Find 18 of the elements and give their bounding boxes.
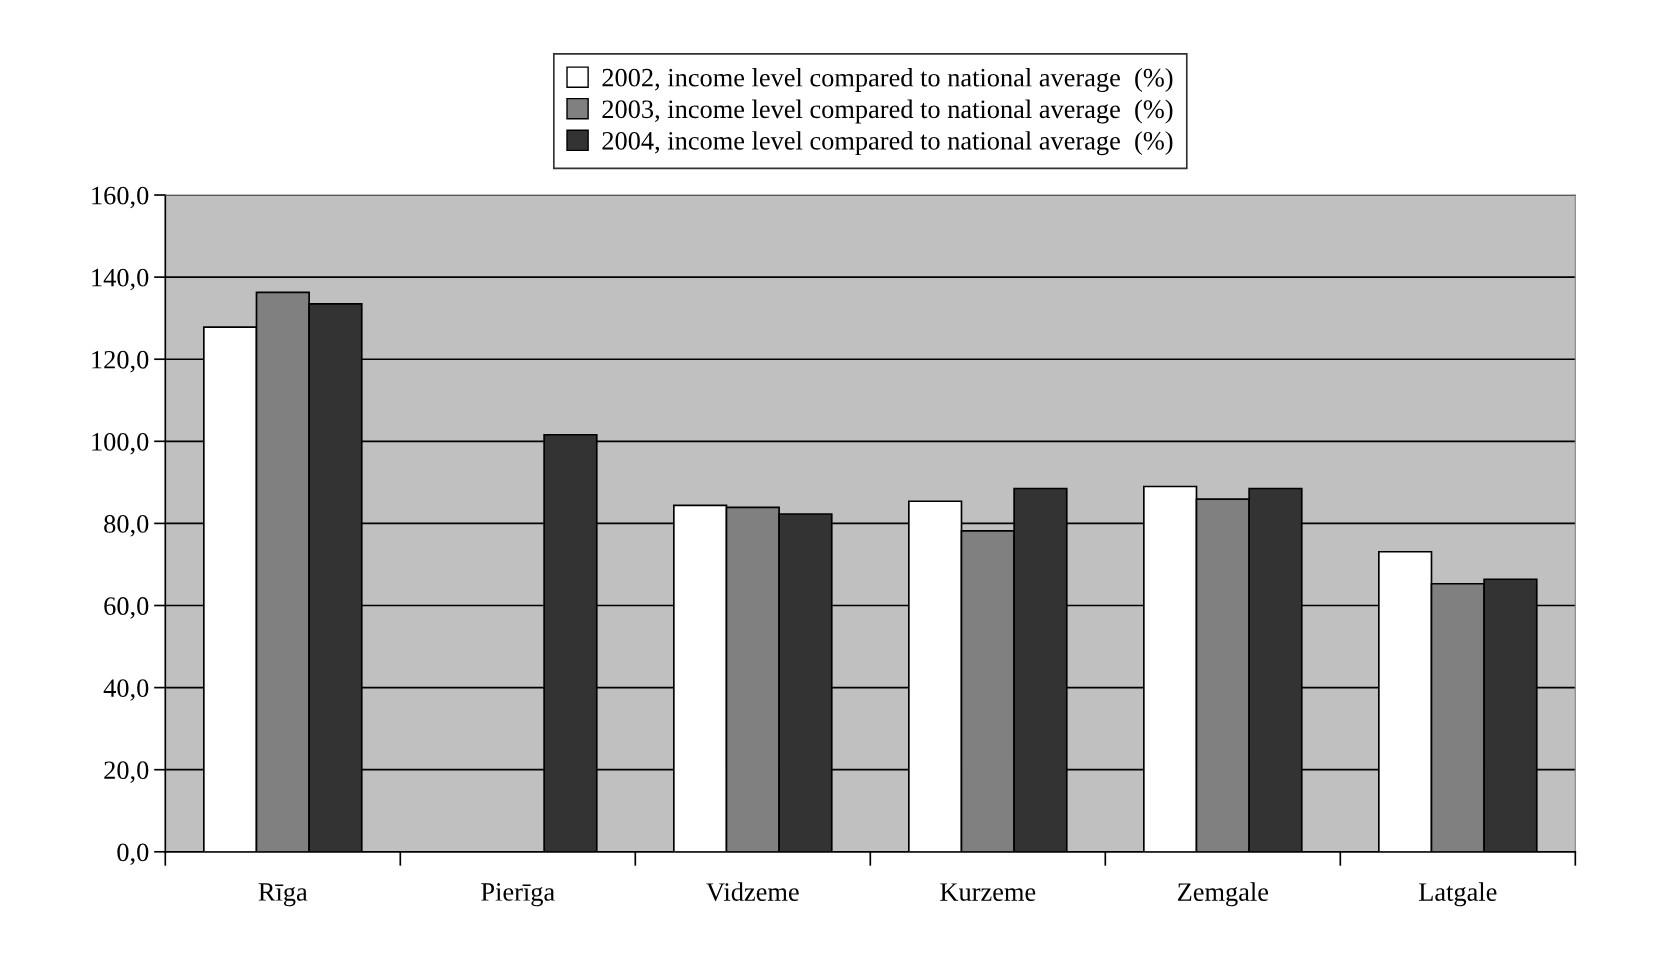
x-tick-label: Zemgale — [1177, 882, 1269, 907]
y-tick-label: 160,0 — [92, 186, 149, 209]
y-tick-label: 100,0 — [92, 432, 149, 455]
legend-label: 2004, income level compared to national average (%) — [602, 131, 1173, 156]
y-tick-label: 20,0 — [104, 761, 149, 783]
y-tick-label: 40,0 — [103, 679, 149, 701]
y-tick-label: 0,0 — [117, 843, 149, 866]
x-tick-label: Pierīga — [481, 883, 555, 907]
y-tick-label: 120,0 — [92, 350, 149, 373]
y-tick-label: 140,0 — [92, 268, 149, 291]
y-tick-label: 60,0 — [104, 597, 149, 619]
x-tick-label: Latgale — [1419, 882, 1497, 907]
y-tick-label: 80,0 — [104, 515, 149, 537]
legend-label: 2003, income level compared to national average (%) — [602, 99, 1173, 124]
x-tick-label: Kurzeme — [940, 883, 1036, 901]
x-tick-label: Vidzeme — [706, 882, 799, 902]
legend-label: 2002, income level compared to national average (%) — [602, 68, 1173, 93]
x-tick-label: Rīga — [258, 883, 308, 907]
